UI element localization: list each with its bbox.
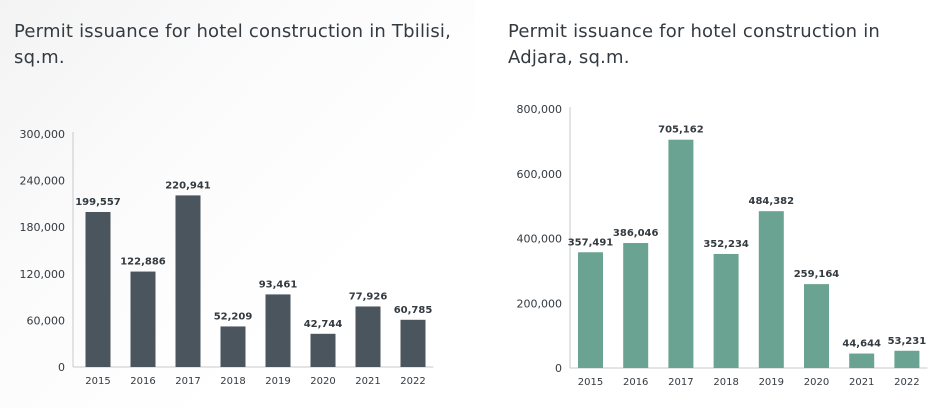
chart-title: Permit issuance for hotel construction i… bbox=[14, 21, 452, 68]
x-tick-label: 2019 bbox=[759, 377, 784, 388]
x-tick-label: 2018 bbox=[713, 377, 738, 388]
y-tick-label: 240,000 bbox=[20, 175, 66, 188]
y-tick-label: 200,000 bbox=[517, 297, 563, 310]
bar bbox=[175, 195, 201, 367]
x-tick-label: 2020 bbox=[310, 376, 335, 387]
bar bbox=[220, 326, 246, 367]
x-tick-label: 2018 bbox=[220, 376, 245, 387]
adjara-chart-panel: Permit issuance for hotel construction i… bbox=[475, 0, 940, 408]
data-label: 53,231 bbox=[888, 336, 927, 347]
x-tick-label: 2017 bbox=[668, 377, 693, 388]
data-label: 60,785 bbox=[394, 305, 433, 316]
bar bbox=[894, 350, 920, 368]
data-label: 352,234 bbox=[703, 239, 749, 250]
data-label: 484,382 bbox=[749, 196, 795, 207]
data-label: 357,491 bbox=[568, 237, 614, 248]
bar bbox=[578, 252, 603, 368]
x-tick-label: 2015 bbox=[85, 376, 110, 387]
x-tick-label: 2015 bbox=[578, 377, 603, 388]
data-label: 705,162 bbox=[658, 125, 704, 136]
data-label: 199,557 bbox=[75, 197, 121, 208]
y-tick-label: 120,000 bbox=[20, 268, 66, 281]
y-tick-label: 400,000 bbox=[517, 233, 563, 246]
data-label: 386,046 bbox=[613, 228, 659, 239]
y-tick-label: 180,000 bbox=[20, 221, 66, 234]
data-label: 93,461 bbox=[259, 279, 298, 290]
x-tick-label: 2016 bbox=[623, 377, 648, 388]
tbilisi-bar-chart: 0 60,000 120,000 180,000 240,000 300,000 199,5… bbox=[20, 128, 434, 387]
bar bbox=[623, 243, 649, 368]
bar bbox=[713, 253, 739, 368]
y-tick-label: 600,000 bbox=[517, 168, 563, 181]
y-tick-label: 800,000 bbox=[517, 103, 563, 116]
x-tick-label: 2017 bbox=[175, 376, 200, 387]
chart-title: Permit issuance for hotel construction i… bbox=[508, 21, 880, 68]
x-tick-label: 2016 bbox=[130, 376, 155, 387]
bar bbox=[85, 212, 111, 367]
data-label: 52,209 bbox=[214, 311, 253, 322]
data-label: 77,926 bbox=[349, 291, 388, 302]
data-label: 122,886 bbox=[120, 257, 166, 268]
y-tick-label: 0 bbox=[555, 362, 562, 375]
bar bbox=[265, 294, 291, 367]
bar bbox=[310, 333, 336, 367]
y-tick-label: 300,000 bbox=[20, 128, 66, 141]
x-tick-label: 2020 bbox=[804, 377, 829, 388]
bar bbox=[804, 284, 829, 368]
bar bbox=[130, 271, 156, 367]
x-tick-label: 2022 bbox=[894, 377, 919, 388]
adjara-bar-chart: 0 200,000 400,000 600,000 800,000 357,491 2015… bbox=[517, 103, 928, 388]
data-label: 259,164 bbox=[794, 269, 840, 280]
data-label: 42,744 bbox=[304, 319, 343, 330]
x-tick-label: 2021 bbox=[355, 376, 380, 387]
bar bbox=[668, 139, 694, 368]
x-tick-label: 2021 bbox=[849, 377, 874, 388]
x-tick-label: 2019 bbox=[265, 376, 290, 387]
x-tick-label: 2022 bbox=[400, 376, 425, 387]
bar bbox=[400, 319, 426, 367]
bar bbox=[849, 353, 875, 368]
data-label: 220,941 bbox=[165, 180, 211, 191]
bar bbox=[758, 211, 784, 368]
y-tick-label: 0 bbox=[58, 361, 65, 374]
data-label: 44,644 bbox=[842, 339, 881, 350]
y-tick-label: 60,000 bbox=[27, 314, 66, 327]
tbilisi-chart-panel: Permit issuance for hotel construction i… bbox=[0, 0, 475, 408]
bar bbox=[355, 306, 381, 367]
